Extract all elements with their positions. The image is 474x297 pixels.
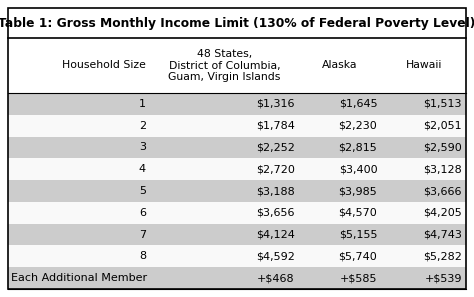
- Text: Table 1: Gross Monthly Income Limit (130% of Federal Poverty Level): Table 1: Gross Monthly Income Limit (130…: [0, 17, 474, 29]
- Text: $3,666: $3,666: [423, 186, 462, 196]
- Bar: [8, 137, 466, 158]
- Text: $4,592: $4,592: [256, 251, 295, 261]
- Bar: [8, 202, 466, 224]
- Text: $5,740: $5,740: [338, 251, 377, 261]
- Text: 48 States,
District of Columbia,
Guam, Virgin Islands: 48 States, District of Columbia, Guam, V…: [168, 49, 281, 82]
- Text: $3,188: $3,188: [256, 186, 295, 196]
- Text: 8: 8: [139, 251, 146, 261]
- Text: $3,400: $3,400: [338, 164, 377, 174]
- Text: $2,590: $2,590: [423, 143, 462, 152]
- Bar: [8, 224, 466, 245]
- Text: $2,252: $2,252: [256, 143, 295, 152]
- Bar: [8, 180, 466, 202]
- Text: +$585: +$585: [340, 273, 377, 283]
- Bar: [8, 158, 466, 180]
- Text: $1,784: $1,784: [256, 121, 295, 131]
- Text: $2,720: $2,720: [256, 164, 295, 174]
- Text: 4: 4: [139, 164, 146, 174]
- Text: $1,645: $1,645: [338, 99, 377, 109]
- Text: $3,985: $3,985: [338, 186, 377, 196]
- Text: Alaska: Alaska: [322, 61, 358, 70]
- Text: 7: 7: [139, 230, 146, 240]
- Text: $2,051: $2,051: [423, 121, 462, 131]
- Bar: [8, 93, 466, 115]
- Text: $3,128: $3,128: [423, 164, 462, 174]
- Text: $2,815: $2,815: [338, 143, 377, 152]
- Text: 2: 2: [139, 121, 146, 131]
- Text: Household Size: Household Size: [62, 61, 146, 70]
- Text: 5: 5: [139, 186, 146, 196]
- Text: $4,205: $4,205: [423, 208, 462, 218]
- Text: $4,570: $4,570: [338, 208, 377, 218]
- Bar: [8, 8, 466, 38]
- Text: $5,282: $5,282: [423, 251, 462, 261]
- Text: $2,230: $2,230: [338, 121, 377, 131]
- Text: $3,656: $3,656: [256, 208, 295, 218]
- Text: $4,124: $4,124: [256, 230, 295, 240]
- Text: $1,316: $1,316: [256, 99, 295, 109]
- Text: $1,513: $1,513: [423, 99, 462, 109]
- Bar: [8, 38, 466, 93]
- Text: $4,743: $4,743: [423, 230, 462, 240]
- Bar: [8, 267, 466, 289]
- Text: 3: 3: [139, 143, 146, 152]
- Text: Each Additional Member: Each Additional Member: [11, 273, 147, 283]
- Bar: [8, 245, 466, 267]
- Text: 1: 1: [139, 99, 146, 109]
- Text: Hawaii: Hawaii: [405, 61, 442, 70]
- Text: 6: 6: [139, 208, 146, 218]
- Text: +$539: +$539: [425, 273, 462, 283]
- Text: +$468: +$468: [257, 273, 295, 283]
- Text: $5,155: $5,155: [339, 230, 377, 240]
- Bar: [8, 115, 466, 137]
